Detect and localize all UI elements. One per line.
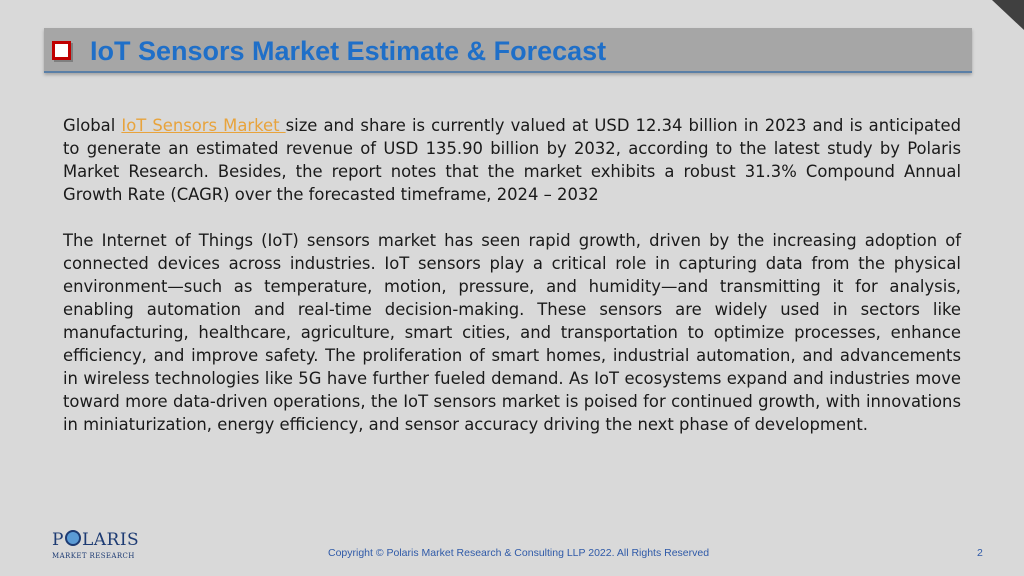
polaris-logo: P LARIS MARKET RESEARCH [52,530,139,564]
logo-name-left: P [52,530,64,550]
logo-globe-icon [64,530,81,546]
copyright-footer: Copyright © Polaris Market Research & Co… [328,547,710,559]
paragraph-market-overview: The Internet of Things (IoT) sensors mar… [63,231,961,434]
logo-name: P LARIS [52,530,139,550]
paragraph-prefix: Global [63,116,122,135]
corner-fold-triangle-icon [992,0,1024,30]
title-bar: IoT Sensors Market Estimate & Forecast [44,28,972,73]
slide-body: Global IoT Sensors Market size and share… [63,114,961,459]
page-number: 2 [977,547,983,559]
checkbox-bullet-icon [52,41,71,60]
logo-name-right: LARIS [81,530,140,550]
paragraph-market-size: Global IoT Sensors Market size and share… [63,114,961,206]
slide-title: IoT Sensors Market Estimate & Forecast [90,36,607,66]
iot-sensors-market-link[interactable]: IoT Sensors Market [121,116,286,135]
paragraph-market-size-text: size and share is currently valued at US… [63,116,961,204]
logo-subtitle: MARKET RESEARCH [52,552,135,560]
